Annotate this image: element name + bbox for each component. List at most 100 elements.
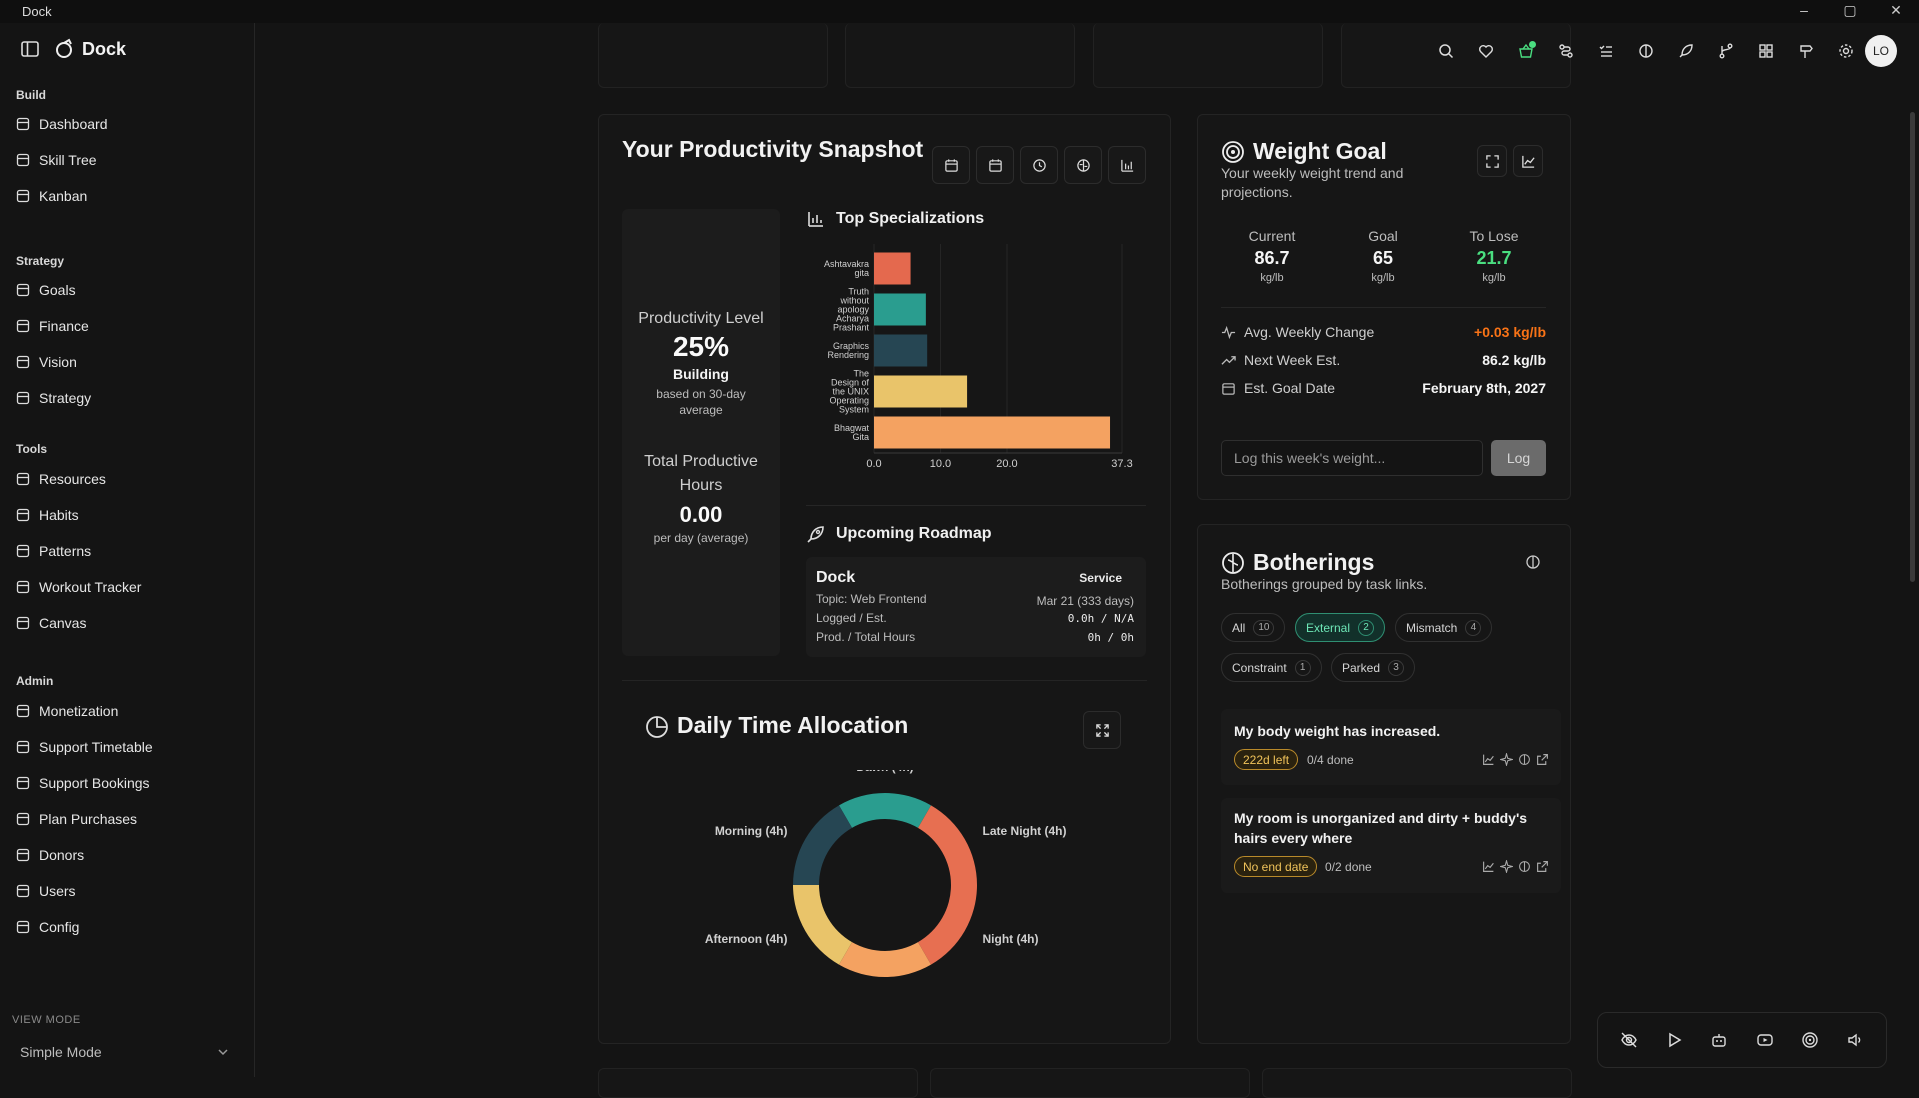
calendar-week-button[interactable]	[932, 146, 970, 184]
bar[interactable]	[874, 293, 926, 326]
brain-button[interactable]	[1064, 146, 1102, 184]
donut-slice[interactable]	[918, 885, 977, 965]
brand: Dock	[20, 38, 126, 60]
monetization-icon	[16, 704, 30, 718]
sidebar-item-vision[interactable]: Vision	[16, 352, 77, 372]
trending-up-icon	[1221, 355, 1236, 365]
filter-constraint[interactable]: Constraint 1	[1221, 653, 1322, 682]
roadmap-item[interactable]: Dock Service Topic: Web Frontend Mar 21 …	[806, 557, 1146, 657]
app-name[interactable]: Dock	[82, 38, 127, 59]
chart-icon[interactable]	[1482, 753, 1495, 766]
chart-icon[interactable]	[1482, 860, 1495, 873]
sidebar-item-support-timetable[interactable]: Support Timetable	[16, 737, 153, 757]
rocket-icon[interactable]	[1666, 38, 1706, 64]
filter-parked[interactable]: Parked 3	[1331, 653, 1416, 682]
sidebar-item-plan-purchases[interactable]: Plan Purchases	[16, 809, 137, 829]
sidebar-item-donors[interactable]: Donors	[16, 845, 84, 865]
view-mode-select[interactable]: Simple Mode	[12, 1040, 237, 1064]
git-branch-icon[interactable]	[1706, 38, 1746, 64]
sidebar-item-config[interactable]: Config	[16, 917, 79, 937]
sidebar-item-goals[interactable]: Goals	[16, 280, 76, 300]
route-icon[interactable]	[1546, 38, 1586, 64]
checklist-icon[interactable]	[1586, 38, 1626, 64]
bot-icon[interactable]	[1710, 1031, 1728, 1049]
x-tick-label: 10.0	[930, 458, 951, 470]
bar[interactable]	[874, 375, 968, 408]
signpost-icon[interactable]	[1786, 38, 1826, 64]
target-icon[interactable]	[1801, 1031, 1819, 1049]
sidebar-item-workout-tracker[interactable]: Workout Tracker	[16, 577, 141, 597]
sidebar-item-habits[interactable]: Habits	[16, 505, 79, 525]
sidebar-item-users[interactable]: Users	[16, 881, 76, 901]
filter-mismatch[interactable]: Mismatch 4	[1395, 613, 1493, 642]
productivity-status: Building	[673, 366, 729, 382]
maximize-button[interactable]: ▢	[1843, 2, 1857, 18]
heart-icon[interactable]	[1466, 38, 1506, 64]
sparkles-icon[interactable]	[1500, 860, 1513, 873]
brain-icon[interactable]	[1626, 38, 1666, 64]
expand-weight-button[interactable]	[1477, 145, 1507, 177]
donut-slice[interactable]	[793, 805, 852, 885]
filter-count: 4	[1465, 619, 1482, 636]
play-icon[interactable]	[1665, 1031, 1683, 1049]
finance-icon	[16, 319, 30, 333]
sidebar-item-monetization[interactable]: Monetization	[16, 701, 118, 721]
brain-icon[interactable]	[1518, 753, 1531, 766]
sidebar-item-support-bookings[interactable]: Support Bookings	[16, 773, 150, 793]
apps-icon[interactable]	[1746, 38, 1786, 64]
donut-slice[interactable]	[839, 942, 931, 977]
sidebar-item-strategy[interactable]: Strategy	[16, 388, 91, 408]
roadmap-divider	[806, 505, 1146, 506]
calendar-icon	[988, 158, 1002, 172]
sidebar-item-dashboard[interactable]: Dashboard	[16, 114, 108, 134]
bar[interactable]	[874, 334, 928, 367]
youtube-icon[interactable]	[1756, 1031, 1774, 1049]
calendar-month-button[interactable]	[976, 146, 1014, 184]
expand-chart-button[interactable]	[1083, 711, 1121, 749]
bothering-item[interactable]: My body weight has increased. 222d left …	[1221, 709, 1561, 785]
minimize-button[interactable]: –	[1800, 2, 1808, 18]
sidebar-item-label: Dashboard	[39, 116, 108, 132]
donut-slice[interactable]	[839, 793, 931, 828]
bothering-title: My room is unorganized and dirty + buddy…	[1234, 810, 1528, 846]
log-weight-button[interactable]: Log	[1491, 440, 1546, 476]
clock-button[interactable]	[1020, 146, 1058, 184]
x-tick-label: 37.3	[1111, 458, 1132, 470]
roadmap-date: Mar 21 (333 days)	[1036, 594, 1134, 608]
search-icon[interactable]	[1426, 38, 1466, 64]
sidebar-item-finance[interactable]: Finance	[16, 316, 89, 336]
bothering-item[interactable]: My room is unorganized and dirty + buddy…	[1221, 798, 1561, 893]
bar[interactable]	[874, 416, 1111, 449]
strategy-icon	[16, 391, 30, 405]
volume-icon[interactable]	[1846, 1031, 1864, 1049]
donut-slice[interactable]	[918, 805, 977, 885]
sparkles-icon[interactable]	[1500, 753, 1513, 766]
slice-label: Dawn (4h)	[856, 770, 913, 774]
external-link-icon[interactable]	[1536, 753, 1549, 766]
brain-icon[interactable]	[1518, 860, 1531, 873]
avatar[interactable]: LO	[1865, 35, 1897, 67]
filter-all[interactable]: All 10	[1221, 613, 1286, 642]
filter-label: Parked	[1342, 660, 1381, 675]
scrollbar[interactable]	[1910, 112, 1915, 582]
settings-gear-icon[interactable]	[1826, 38, 1866, 64]
sidebar-item-canvas[interactable]: Canvas	[16, 613, 86, 633]
close-button[interactable]: ✕	[1890, 2, 1902, 18]
sidebar-item-resources[interactable]: Resources	[16, 469, 106, 489]
bar[interactable]	[874, 252, 911, 285]
basket-icon[interactable]	[1506, 38, 1546, 64]
donut-slice[interactable]	[793, 885, 852, 965]
bar-chart-button[interactable]	[1108, 146, 1146, 184]
sidebar-item-kanban[interactable]: Kanban	[16, 186, 87, 206]
filter-external[interactable]: External 2	[1295, 613, 1386, 642]
sidebar-item-skill-tree[interactable]: Skill Tree	[16, 150, 97, 170]
sidebar-toggle-icon[interactable]	[20, 39, 40, 59]
brain-settings-icon[interactable]	[1525, 554, 1541, 570]
sidebar-item-patterns[interactable]: Patterns	[16, 541, 91, 561]
productivity-panel: Productivity Level 25% Building based on…	[622, 209, 780, 656]
weight-log-input[interactable]: Log this week's weight...	[1221, 440, 1483, 476]
bar-chart-icon	[808, 212, 823, 227]
external-link-icon[interactable]	[1536, 860, 1549, 873]
eye-off-icon[interactable]	[1620, 1031, 1638, 1049]
trend-chart-button[interactable]	[1513, 145, 1543, 177]
